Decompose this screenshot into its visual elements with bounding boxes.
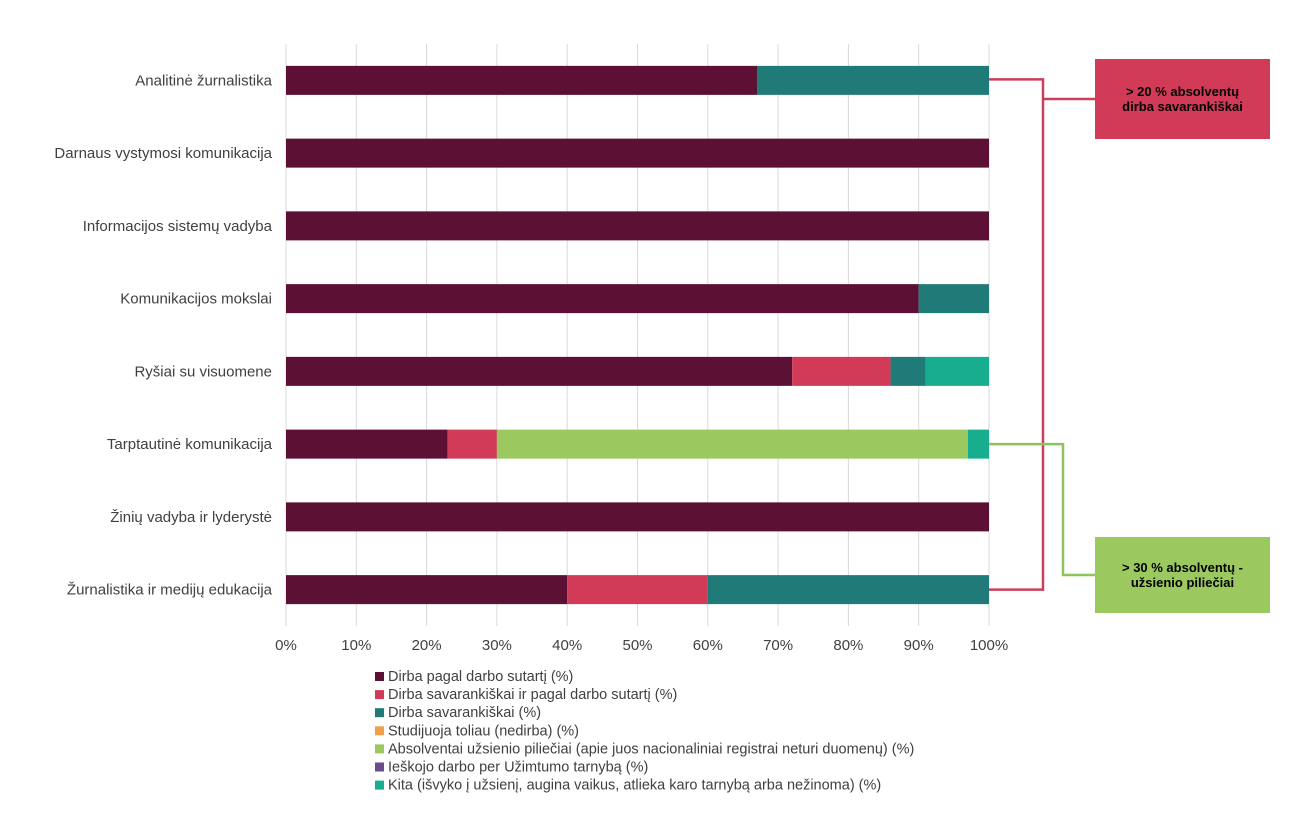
- legend-swatch-3: [375, 726, 384, 736]
- bar-2-series-0: [286, 211, 989, 241]
- legend-swatch-4: [375, 744, 384, 754]
- legend-label-0: Dirba pagal darbo sutartį (%): [388, 669, 573, 685]
- bar-3-series-0: [286, 284, 919, 314]
- x-tick-label-30: 30%: [482, 637, 512, 654]
- legend-label-5: Ieškojo darbo per Užimtumo tarnybą (%): [388, 760, 648, 776]
- x-tick-label-100: 100%: [970, 637, 1008, 654]
- bar-7-series-1: [567, 575, 708, 605]
- callout-foreign-citizens: > 30 % absolventų - užsienio piliečiai: [1095, 537, 1270, 613]
- legend-swatch-6: [375, 780, 384, 790]
- callout-self-employed-line2: dirba savarankiškai: [1122, 99, 1243, 114]
- category-label-4: Ryšiai su visuomene: [134, 363, 272, 380]
- x-tick-label-0: 0%: [275, 637, 297, 654]
- self-employed-bracket: [989, 78, 1045, 591]
- bar-3-series-2: [918, 284, 989, 314]
- bar-7-series-0: [286, 575, 568, 605]
- legend-swatch-1: [375, 690, 384, 700]
- bar-5-series-6: [967, 429, 989, 459]
- x-tick-label-70: 70%: [763, 637, 793, 654]
- callout-foreign-citizens-line1: > 30 % absolventų -: [1121, 560, 1243, 575]
- bar-5-series-0: [286, 429, 448, 459]
- foreign-citizens-connector: [989, 442, 1095, 577]
- x-tick-label-60: 60%: [693, 637, 723, 654]
- bar-7-series-2: [707, 575, 989, 605]
- bar-5-series-4: [496, 429, 968, 459]
- x-tick-label-10: 10%: [341, 637, 371, 654]
- bar-6-series-0: [286, 502, 989, 532]
- legend-swatch-0: [375, 672, 384, 681]
- legend-label-6: Kita (išvyko į užsienį, augina vaikus, a…: [388, 778, 881, 794]
- bar-0-series-0: [286, 65, 758, 95]
- x-tick-label-40: 40%: [552, 637, 582, 654]
- legend: Dirba pagal darbo sutartį (%) Dirba savar…: [375, 669, 914, 794]
- category-label-6: Žinių vadyba ir lyderystė: [110, 509, 272, 526]
- legend-swatch-2: [375, 708, 384, 718]
- legend-label-3: Studijuoja toliau (nedirba) (%): [388, 723, 579, 739]
- category-label-1: Darnaus vystymosi komunikacija: [54, 145, 272, 162]
- callout-foreign-citizens-line2: užsienio piliečiai: [1130, 575, 1235, 590]
- callout-connectors: [989, 78, 1095, 591]
- callout-self-employed: > 20 % absolventų dirba savarankiškai: [1095, 59, 1270, 139]
- x-tick-labels: 0% 10% 20% 30% 40% 50% 60% 70% 80% 90% 100%: [275, 637, 1008, 654]
- bar-4-series-2: [890, 356, 926, 386]
- category-label-2: Informacijos sistemų vadyba: [83, 218, 273, 235]
- legend-label-2: Dirba savarankiškai (%): [388, 705, 541, 721]
- legend-swatch-5: [375, 762, 384, 772]
- category-label-7: Žurnalistika ir medijų edukacija: [67, 582, 273, 599]
- bar-0-series-2: [757, 65, 989, 95]
- bar-5-series-1: [447, 429, 497, 459]
- bar-4-series-0: [286, 356, 793, 386]
- legend-label-4: Absolventai užsienio piliečiai (apie juo…: [388, 741, 914, 757]
- x-tick-label-90: 90%: [904, 637, 934, 654]
- x-tick-label-50: 50%: [622, 637, 652, 654]
- bar-4-series-6: [925, 356, 989, 386]
- legend-label-1: Dirba savarankiškai ir pagal darbo sutar…: [388, 687, 677, 703]
- x-tick-label-20: 20%: [412, 637, 442, 654]
- category-label-5: Tarptautinė komunikacija: [107, 436, 273, 453]
- bar-1-series-0: [286, 138, 989, 168]
- callout-self-employed-line1: > 20 % absolventų: [1125, 84, 1240, 99]
- bar-4-series-1: [792, 356, 891, 386]
- gridlines: [285, 44, 990, 626]
- category-labels: Analitinė žurnalistika Darnaus vystymosi …: [54, 72, 272, 598]
- bars: [286, 65, 989, 605]
- category-label-0: Analitinė žurnalistika: [135, 72, 272, 89]
- category-label-3: Komunikacijos mokslai: [120, 291, 272, 308]
- x-tick-label-80: 80%: [833, 637, 863, 654]
